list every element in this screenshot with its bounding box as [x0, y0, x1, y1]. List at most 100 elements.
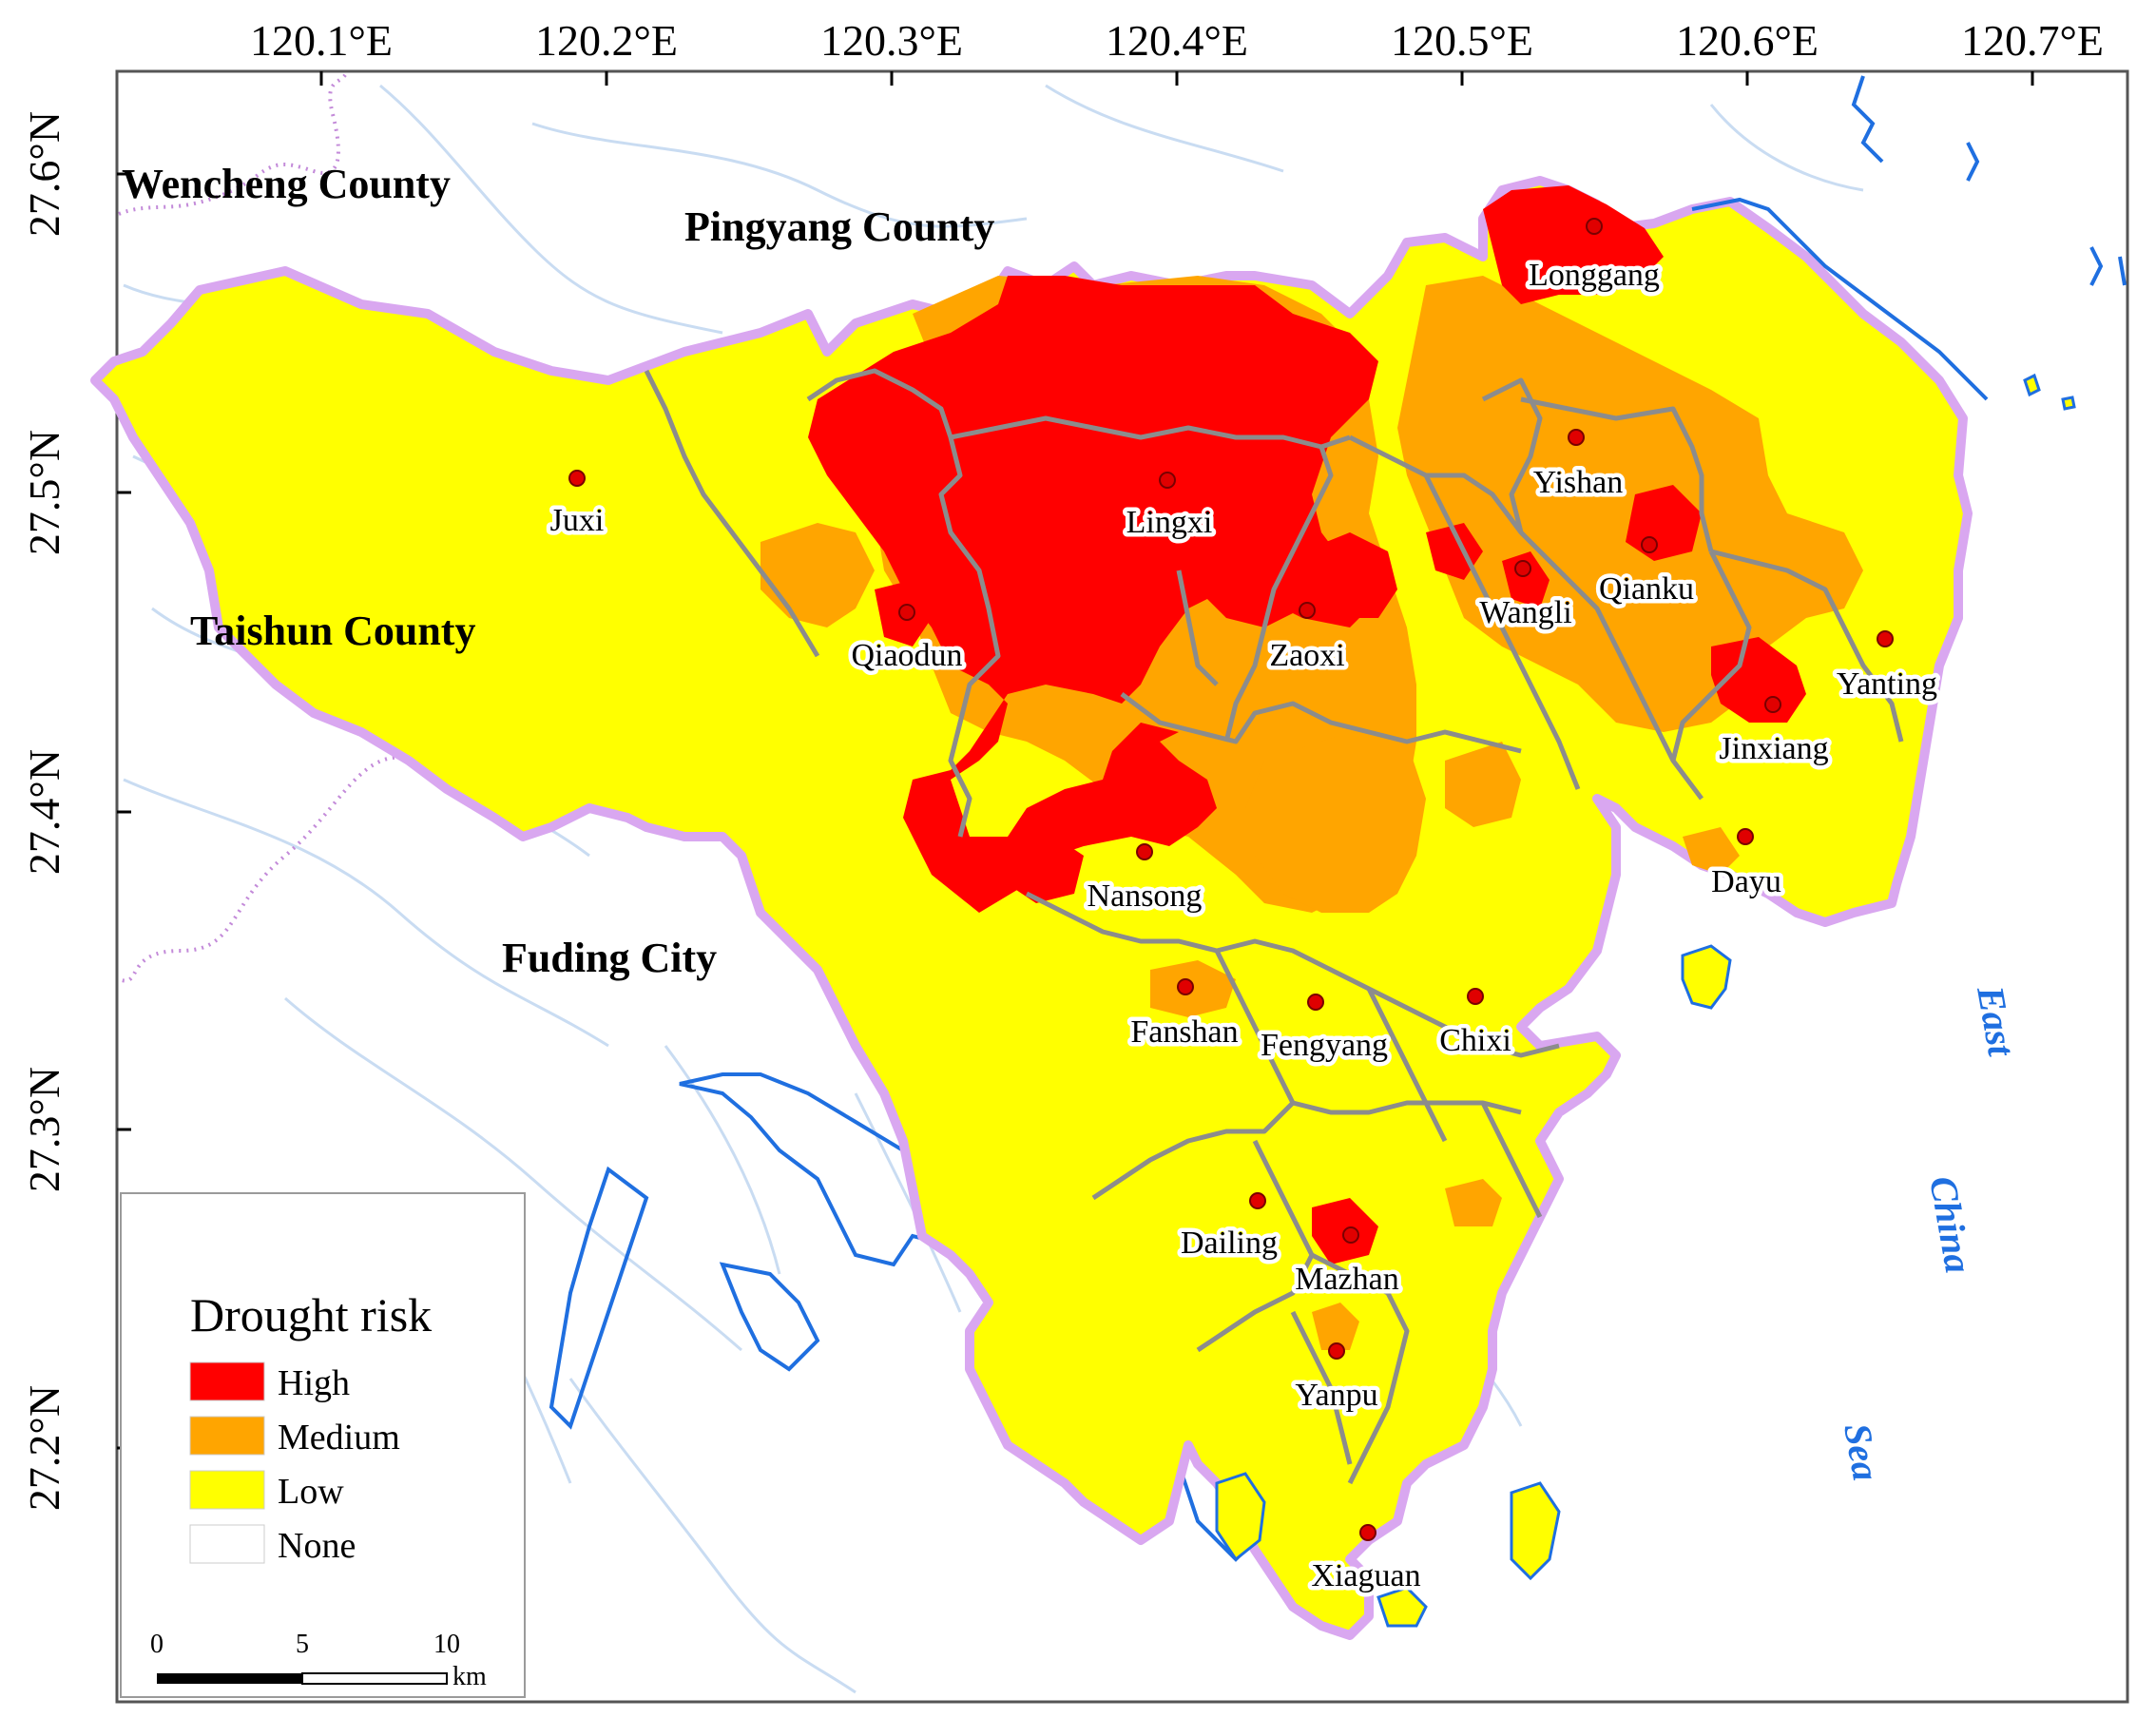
town-label-juxi: Juxi: [550, 503, 605, 538]
town-boundaries: [644, 368, 1904, 1485]
legend-label-medium: Medium: [278, 1418, 400, 1457]
town-label-xiaguan: Xiaguan: [1311, 1558, 1420, 1593]
scale-label-0: 0: [150, 1630, 164, 1659]
sea-label-sea: Sea: [1836, 1420, 1888, 1484]
lat-tick-3: 27.4°N: [20, 749, 131, 875]
legend-item-high: High: [189, 1361, 350, 1403]
town-label-mazhan: Mazhan: [1295, 1262, 1399, 1297]
islands: [1215, 373, 2076, 1628]
svg-text:120.7°E: 120.7°E: [1961, 16, 2104, 65]
longitude-axis: 120.1°E 120.2°E 120.3°E 120.4°E 120.5°E …: [250, 16, 2104, 86]
lon-tick-2: 120.2°E: [535, 16, 678, 86]
lon-tick-5: 120.5°E: [1391, 16, 1533, 86]
town-marker-longgang: [1586, 218, 1603, 235]
town-label-halo-nansong: Nansong: [1088, 878, 1203, 914]
town-label-halo-jinxiang: Jinxiang: [1719, 731, 1828, 766]
lat-tick-2: 27.5°N: [20, 430, 131, 555]
svg-text:120.4°E: 120.4°E: [1106, 16, 1248, 65]
town-label-yanting: Yanting: [1837, 666, 1937, 702]
town-label-dailing: Dailing: [1181, 1226, 1278, 1261]
town-label-nansong: Nansong: [1088, 878, 1203, 914]
town-label-halo-yanting: Yanting: [1837, 666, 1937, 702]
legend-swatch-high: [189, 1361, 265, 1401]
town-label-longgang: Longgang: [1529, 258, 1660, 293]
town-marker-jinxiang: [1764, 696, 1781, 713]
lon-tick-1: 120.1°E: [250, 16, 393, 86]
svg-text:27.4°N: 27.4°N: [20, 749, 68, 875]
lat-tick-5: 27.2°N: [20, 1385, 131, 1511]
town-label-halo-dayu: Dayu: [1711, 864, 1781, 899]
town-marker-yishan: [1568, 429, 1585, 446]
svg-text:27.6°N: 27.6°N: [20, 111, 68, 237]
scale-segment-black: [157, 1673, 302, 1684]
legend-swatch-none: [189, 1524, 265, 1564]
scale-label-10: 10: [433, 1630, 460, 1659]
town-marker-lingxi: [1159, 472, 1176, 489]
town-label-dayu: Dayu: [1711, 864, 1781, 899]
svg-text:27.3°N: 27.3°N: [20, 1067, 68, 1192]
town-marker-zaoxi: [1299, 602, 1316, 619]
town-marker-yanting: [1877, 630, 1894, 647]
town-label-halo-dailing: Dailing: [1181, 1226, 1278, 1261]
svg-text:27.2°N: 27.2°N: [20, 1385, 68, 1511]
lat-tick-4: 27.3°N: [20, 1067, 131, 1192]
town-marker-juxi: [568, 470, 586, 487]
town-label-halo-mazhan: Mazhan: [1295, 1262, 1399, 1297]
town-marker-qiaodun: [898, 604, 915, 621]
town-label-halo-juxi: Juxi: [550, 503, 605, 538]
coastline: [1691, 75, 2127, 401]
legend-title: Drought risk: [190, 1288, 432, 1342]
town-label-qiaodun: Qiaodun: [851, 638, 962, 673]
town-label-chixi: Chixi: [1439, 1023, 1511, 1058]
town-label-halo-yishan: Yishan: [1533, 465, 1623, 500]
lon-tick-6: 120.6°E: [1676, 16, 1819, 86]
legend-box: [120, 1192, 526, 1698]
town-label-yishan: Yishan: [1533, 465, 1623, 500]
town-label-halo-fengyang: Fengyang: [1261, 1028, 1388, 1063]
town-label-halo-wangli: Wangli: [1479, 595, 1571, 630]
label-wencheng-county: Wencheng County: [122, 161, 451, 207]
scale-unit: km: [452, 1662, 487, 1691]
latitude-axis: 27.6°N 27.5°N 27.4°N 27.3°N 27.2°N: [20, 111, 131, 1511]
town-label-yanpu: Yanpu: [1295, 1378, 1377, 1413]
lon-tick-7: 120.7°E: [1961, 16, 2104, 86]
scale-bar: 0 5 10 km: [150, 1630, 487, 1691]
legend-item-medium: Medium: [189, 1416, 400, 1457]
town-marker-dailing: [1249, 1192, 1266, 1209]
town-label-qianku: Qianku: [1599, 571, 1694, 607]
legend-label-low: Low: [278, 1472, 344, 1512]
lon-tick-3: 120.3°E: [820, 16, 963, 86]
town-label-halo-qianku: Qianku: [1599, 571, 1694, 607]
town-label-halo-lingxi: Lingxi: [1126, 505, 1213, 540]
town-marker-xiaguan: [1359, 1524, 1376, 1541]
town-label-halo-yanpu: Yanpu: [1295, 1378, 1377, 1413]
label-pingyang-county: Pingyang County: [684, 203, 994, 250]
legend: Drought risk High Medium Low None 0 5 10…: [120, 1192, 526, 1698]
town-marker-dayu: [1737, 828, 1754, 845]
town-label-fanshan: Fanshan: [1130, 1014, 1238, 1050]
lon-tick-4: 120.4°E: [1106, 16, 1248, 86]
town-label-halo-qiaodun: Qiaodun: [851, 638, 962, 673]
label-fuding-city: Fuding City: [502, 935, 717, 981]
town-label-fengyang: Fengyang: [1261, 1028, 1388, 1063]
label-taishun-county: Taishun County: [190, 608, 475, 654]
town-label-halo-xiaguan: Xiaguan: [1311, 1558, 1420, 1593]
svg-text:120.1°E: 120.1°E: [250, 16, 393, 65]
town-label-zaoxi: Zaoxi: [1269, 638, 1344, 673]
town-label-lingxi: Lingxi: [1126, 505, 1213, 540]
scale-segment-white: [301, 1672, 448, 1685]
town-marker-fanshan: [1177, 978, 1194, 995]
